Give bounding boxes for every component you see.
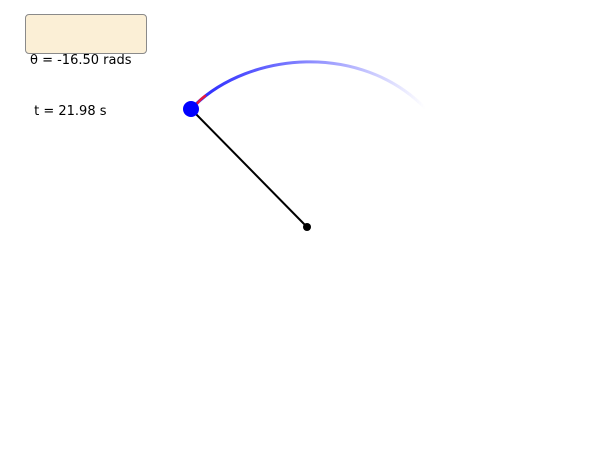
pendulum-rod (190, 108, 308, 228)
motion-trail (193, 60, 427, 110)
pivot-point (303, 223, 311, 231)
time-readout: t = 21.98 s (30, 104, 107, 119)
pendulum-bob (183, 101, 199, 117)
state-readout: θ = -16.50 rads t = 21.98 s (25, 14, 147, 119)
angle-readout: θ = -16.50 rads (30, 53, 132, 68)
